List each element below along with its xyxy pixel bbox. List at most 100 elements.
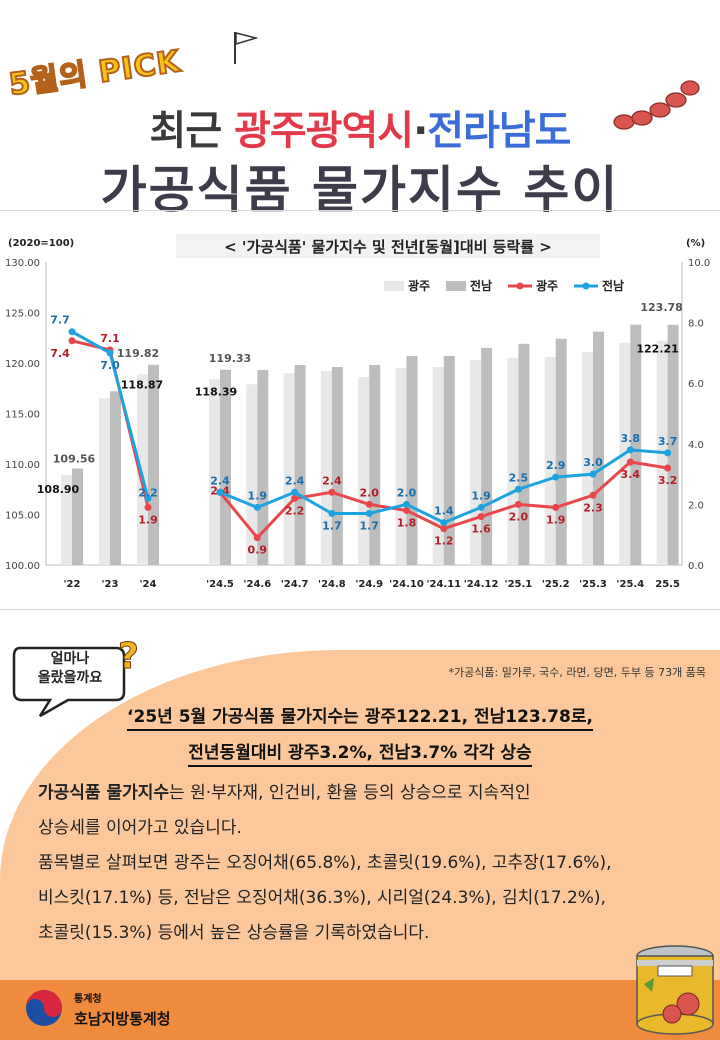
chart-title-box (176, 234, 600, 258)
jeonnam-value-label: 2.4 (210, 474, 230, 487)
x-tick-label: '24.10 (389, 579, 424, 590)
x-tick-label: '24.5 (206, 579, 234, 590)
bar-gwangju (470, 359, 482, 565)
page-title-line2: 가공식품 물가지수 추이 (100, 161, 620, 219)
bar-jeonnam (72, 468, 83, 565)
gwangju-point (365, 500, 373, 508)
jeonnam-value-label: 1.9 (248, 489, 268, 502)
bar-jeonnam (220, 369, 231, 565)
bar-value-label-jeonnam: 109.56 (53, 452, 96, 465)
x-tick-label: '24.9 (355, 579, 383, 590)
jeonnam-point (477, 503, 485, 511)
chart-title: < '가공식품' 물가지수 및 전년[동월]대비 등락률 > (224, 238, 552, 256)
bar-value-label-jeonnam: 123.78 (640, 301, 682, 314)
gwangju-point (440, 525, 448, 533)
right-tick-label: 6.0 (688, 379, 704, 390)
gwangju-value-label: 7.1 (100, 332, 120, 345)
sausage-icon (613, 80, 700, 130)
jeonnam-point (106, 349, 114, 357)
bar-value-label-jeonnam: 119.82 (117, 347, 159, 360)
bubble-line2: 올랐을까요 (37, 670, 103, 686)
gwangju-value-label: 2.0 (509, 510, 529, 523)
bar-jeonnam (518, 343, 530, 565)
body-text: 가공식품 물가지수는 원·부자재, 인건비, 환율 등의 상승으로 지속적인 상… (38, 776, 698, 951)
bar-gwangju (320, 371, 332, 565)
footnote: *가공식품: 밀가루, 국수, 라면, 당면, 두부 등 73개 품목 (448, 666, 706, 679)
body-line5: 초콜릿(15.3%) 등에서 높은 상승률을 기록하였습니다. (38, 923, 430, 943)
body-rest1: 는 원·부자재, 인건비, 환율 등의 상승으로 지속적인 (169, 783, 531, 803)
legend-swatch-jeonnam-bar (446, 281, 466, 291)
gwangju-point (552, 503, 560, 511)
price-index-chart: (2020=100) (%) < '가공식품' 물가지수 및 전년[동월]대비 등락… (5, 234, 710, 590)
left-tick-label: 105.00 (5, 511, 40, 522)
jeonnam-value-label: 3.7 (658, 435, 678, 448)
left-tick-label: 110.00 (5, 460, 40, 471)
bar-gwangju (358, 377, 370, 565)
page-title-line1: 최근 광주광역시·전라남도 (0, 98, 720, 156)
left-axis-title: (2020=100) (8, 238, 74, 249)
x-tick-label: '25.2 (542, 579, 570, 590)
jeonnam-value-label: 2.4 (285, 474, 305, 487)
bar-jeonnam (369, 365, 381, 565)
gwangju-value-label: 2.2 (285, 504, 305, 517)
title-prefix: 최근 (149, 108, 235, 154)
food-can-icon (636, 945, 714, 1035)
body-line4: 비스킷(17.1%) 등, 전남은 오징어채(36.3%), 시리얼(24.3%… (38, 888, 606, 908)
jeonnam-point (514, 485, 522, 493)
right-tick-label: 2.0 (688, 500, 704, 511)
jeonnam-value-label: 1.9 (471, 489, 491, 502)
summary-panel (0, 650, 720, 980)
left-tick-label: 120.00 (5, 359, 40, 370)
legend-swatch-gwangju-bar (384, 281, 404, 291)
gwangju-value-label: 1.9 (138, 513, 158, 526)
headline-1: ‘25년 5월 가공식품 물가지수는 광주122.21, 전남123.78로, (0, 702, 720, 731)
left-tick-label: 100.00 (5, 561, 40, 572)
gwangju-value-label: 2.4 (322, 474, 342, 487)
jeonnam-point (253, 503, 261, 511)
bar-jeonnam (110, 391, 121, 565)
left-tick-label: 130.00 (5, 258, 40, 269)
bar-gwangju (137, 374, 148, 565)
title-gwangju: 광주광역시 (234, 108, 414, 154)
jeonnam-point (403, 500, 410, 508)
agency-small: 통계청 (74, 994, 102, 1005)
body-bold: 가공식품 물가지수 (38, 783, 170, 803)
gwangju-point (68, 337, 76, 345)
x-tick-label: '25.3 (579, 579, 607, 590)
jeonnam-value-label: 3.8 (621, 432, 641, 445)
jeonnam-value-label: 7.7 (50, 314, 70, 327)
x-tick-label: '24.7 (281, 579, 309, 590)
gwangju-point (253, 534, 261, 542)
jeonnam-point (664, 449, 672, 457)
x-tick-label: '24.6 (243, 579, 271, 590)
gwangju-point (664, 464, 672, 472)
gwangju-value-label: 2.3 (583, 501, 603, 514)
bar-jeonnam (406, 355, 418, 565)
jeonnam-point (626, 446, 634, 454)
bar-gwangju (544, 356, 556, 565)
gwangju-point (328, 488, 336, 496)
jeonnam-value-label: 1.7 (322, 519, 342, 532)
jeonnam-value-label: 3.0 (583, 456, 603, 469)
gwangju-point (291, 494, 299, 502)
x-tick-label: '22 (64, 579, 81, 590)
jeonnam-value-label: 2.9 (546, 459, 566, 472)
gwangju-value-label: 1.6 (471, 523, 491, 536)
headline-2-text: 전년동월대비 광주3.2%, 전남3.7% 각각 상승 (188, 743, 532, 767)
headline-1-text: ‘25년 5월 가공식품 물가지수는 광주122.21, 전남123.78로, (127, 707, 593, 731)
gwangju-value-label: 7.4 (50, 347, 70, 360)
gwangju-point (477, 513, 485, 521)
right-tick-label: 0.0 (688, 561, 704, 572)
right-axis-title: (%) (686, 238, 705, 249)
bar-jeonnam (481, 347, 493, 565)
headline-2: 전년동월대비 광주3.2%, 전남3.7% 각각 상승 (0, 738, 720, 767)
bar-gwangju (209, 379, 220, 565)
right-tick-label: 10.0 (688, 258, 710, 269)
bar-jeonnam (148, 364, 159, 565)
bar-gwangju (61, 475, 72, 565)
legend-label: 전남 (602, 278, 624, 293)
jeonnam-point (68, 328, 76, 336)
gwangju-value-label: 0.9 (248, 544, 268, 557)
jeonnam-point (552, 473, 560, 481)
gwangju-value-label: 2.0 (359, 486, 379, 499)
